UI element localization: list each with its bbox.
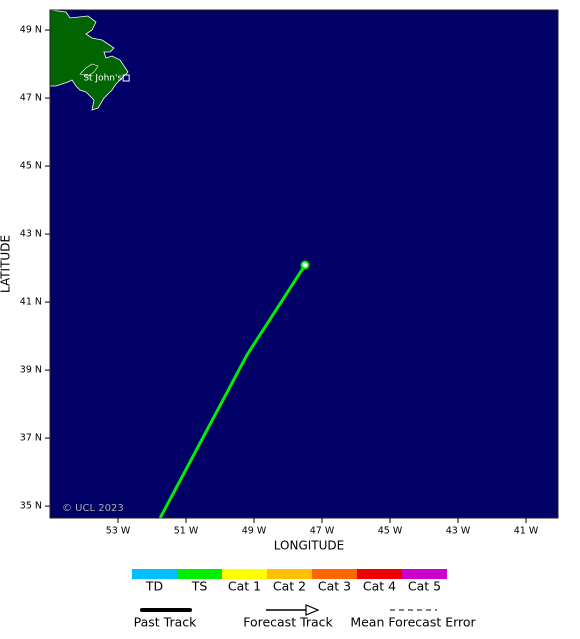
category-swatch xyxy=(267,569,312,579)
x-tick-label: 41 W xyxy=(514,526,539,537)
city-marker xyxy=(122,74,130,82)
forecast-arrow xyxy=(305,604,320,616)
category-label: Cat 2 xyxy=(273,579,306,594)
city-label: St John's xyxy=(83,74,122,84)
plot-frame xyxy=(49,9,559,519)
category-swatch xyxy=(357,569,402,579)
legend-label: Mean Forecast Error xyxy=(350,615,476,630)
category-label: TD xyxy=(145,579,163,594)
storm-position xyxy=(300,260,310,270)
y-tick-label: 43 N xyxy=(20,229,42,240)
track-group xyxy=(158,260,310,518)
x-tick-label: 51 W xyxy=(174,526,199,537)
y-tick-label: 49 N xyxy=(20,25,42,36)
category-swatch xyxy=(177,569,222,579)
x-axis-title: LONGITUDE xyxy=(274,539,344,553)
y-tick-label: 37 N xyxy=(20,433,42,444)
category-label: Cat 1 xyxy=(228,579,261,594)
category-label: Cat 5 xyxy=(408,579,441,594)
y-axis-title: LATITUDE xyxy=(0,235,13,293)
x-tick-label: 49 W xyxy=(242,526,267,537)
category-swatch xyxy=(312,569,357,579)
legend-label: Past Track xyxy=(134,615,197,630)
y-tick-label: 45 N xyxy=(20,161,42,172)
copyright: © UCL 2023 xyxy=(62,503,124,514)
y-tick-label: 41 N xyxy=(20,297,42,308)
category-label: Cat 4 xyxy=(363,579,396,594)
x-tick-label: 43 W xyxy=(446,526,471,537)
x-tick-label: 53 W xyxy=(106,526,131,537)
storm-track xyxy=(158,264,307,518)
y-tick-label: 47 N xyxy=(20,93,42,104)
category-label: Cat 3 xyxy=(318,579,351,594)
category-swatch xyxy=(402,569,447,579)
category-swatch xyxy=(222,569,267,579)
x-tick-label: 47 W xyxy=(310,526,335,537)
land xyxy=(50,10,129,111)
legend-label: Forecast Track xyxy=(243,615,333,630)
category-label: TS xyxy=(191,579,208,594)
x-tick-label: 45 W xyxy=(378,526,403,537)
y-tick-label: 39 N xyxy=(20,365,42,376)
y-tick-label: 35 N xyxy=(20,501,42,512)
category-swatch xyxy=(132,569,177,579)
